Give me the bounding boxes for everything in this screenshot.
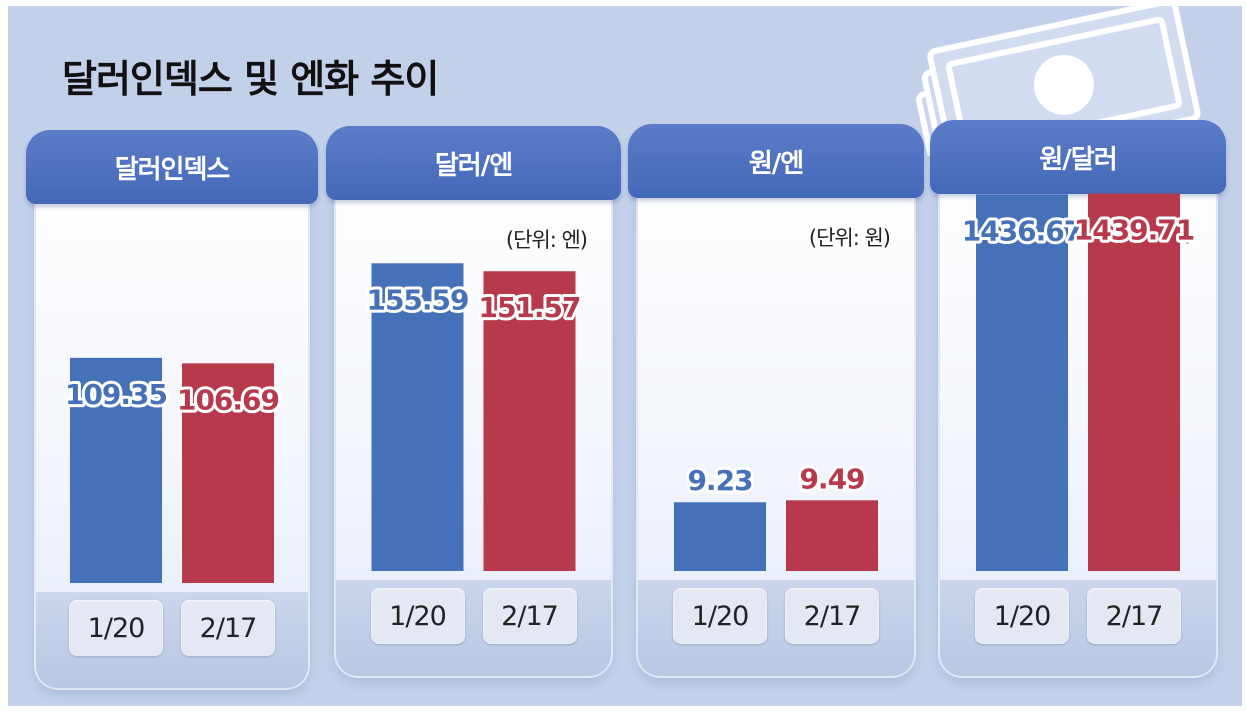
- x-tick-label: 1/20: [370, 588, 465, 644]
- bar-plot: 109.35 106.69: [62, 357, 283, 583]
- data-label: 9.23: [687, 464, 752, 497]
- data-label: 1439.71: [1074, 213, 1195, 246]
- chart-panel-3: 원/엔 (단위: 원) 9.23 9.49 1/20 2/17: [628, 124, 924, 676]
- data-label: 106.69: [177, 383, 279, 416]
- bar-1-20: [976, 194, 1068, 572]
- infographic-canvas: 달러인덱스 및 엔화 추이 달러인덱스 109.35 106.69 1/20 2/17 달…: [8, 6, 1242, 706]
- data-label: 9.49: [799, 462, 864, 495]
- x-tick-label: 1/20: [975, 588, 1069, 644]
- main-title: 달러인덱스 및 엔화 추이: [62, 57, 439, 101]
- unit-label: (단위: 엔): [505, 228, 588, 252]
- chart-title: 원/달러: [930, 120, 1226, 194]
- chart-panel-1: 달러인덱스 109.35 106.69 1/20 2/17: [26, 130, 318, 688]
- x-tick-label: 2/17: [785, 588, 879, 644]
- bar-2-17: [786, 500, 878, 571]
- bar-plot: 9.23 9.49: [674, 459, 878, 571]
- bar-plot: 155.59 151.57: [363, 263, 585, 571]
- bar-2-17: [182, 363, 274, 583]
- chart-title: 달러인덱스: [26, 130, 318, 204]
- bar-2-17: [483, 271, 576, 571]
- data-label: 155.59: [366, 283, 468, 316]
- data-label: 109.35: [65, 378, 167, 411]
- x-tick-label: 2/17: [181, 600, 275, 656]
- bar-1-20: [70, 357, 162, 583]
- x-tick-label: 2/17: [1087, 588, 1181, 644]
- x-tick-label: 1/20: [69, 600, 163, 656]
- chart-title: 원/엔: [628, 124, 924, 198]
- bar-1-20: [674, 502, 766, 571]
- bar-1-20: [371, 263, 464, 571]
- chart-panel-2: 달러/엔 (단위: 엔) 155.59 151.57 1/20 2/17: [326, 126, 621, 676]
- x-tick-label: 1/20: [673, 588, 767, 644]
- data-label: 1436.67: [962, 214, 1083, 247]
- bar-2-17: [1088, 193, 1180, 572]
- chart-title: 달러/엔: [326, 126, 621, 200]
- x-tick-label: 2/17: [482, 588, 577, 644]
- data-label: 151.57: [478, 291, 580, 324]
- unit-label: (단위: 원): [808, 226, 891, 250]
